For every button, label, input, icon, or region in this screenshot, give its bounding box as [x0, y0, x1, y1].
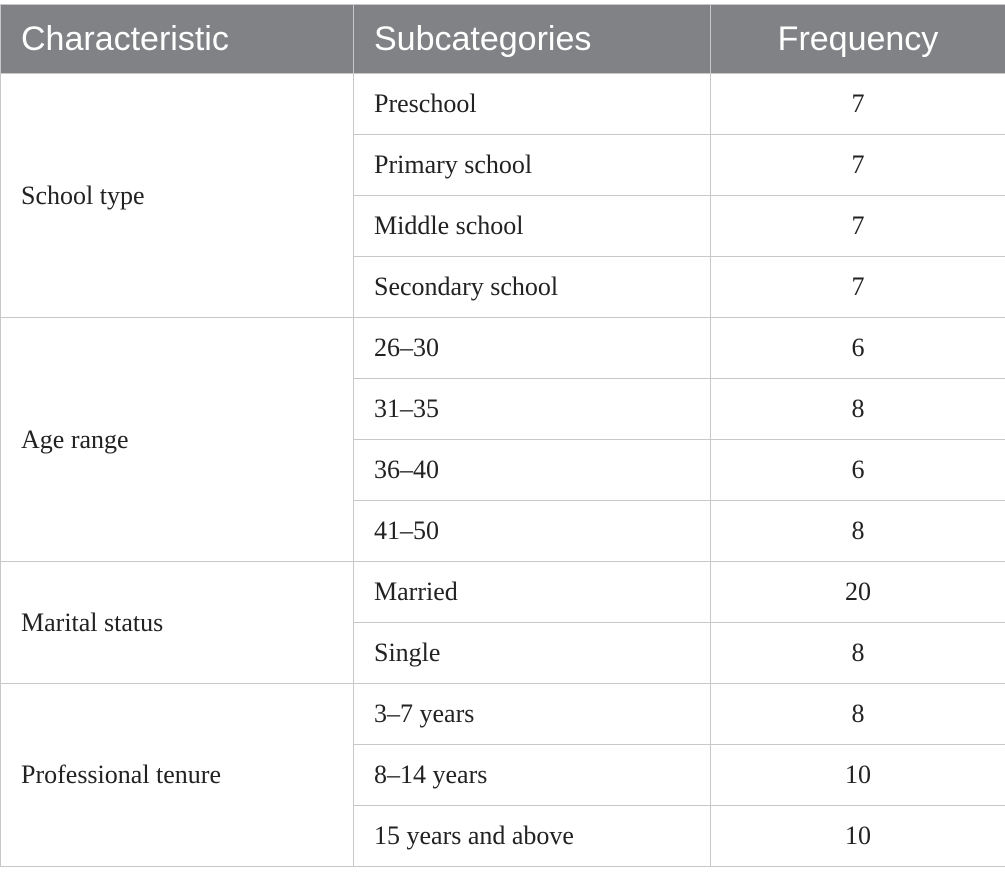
- subcategory-cell: 26–30: [353, 317, 711, 379]
- subcategory-cell: 41–50: [353, 500, 711, 562]
- table-header: Characteristic Subcategories Frequency: [0, 4, 1005, 74]
- subcategory-cell: 15 years and above: [353, 805, 711, 867]
- table-row: Age range 26–30 6: [0, 317, 1005, 562]
- frequency-cell: 7: [710, 134, 1005, 196]
- header-cell: Subcategories: [353, 4, 711, 74]
- characteristic-cell: Age range: [0, 317, 354, 562]
- subcategory-cell: 36–40: [353, 439, 711, 501]
- frequency-cell: 7: [710, 256, 1005, 318]
- subcategory-cell: 3–7 years: [353, 683, 711, 745]
- subcategory-cell: Married: [353, 561, 711, 623]
- page: Characteristic Subcategories Frequency S…: [0, 4, 1005, 889]
- subcategory-cell: Secondary school: [353, 256, 711, 318]
- header-cell: Frequency: [710, 4, 1005, 74]
- table-row: Professional tenure 3–7 years 8: [0, 683, 1005, 867]
- table-row: 15 years and above 10: [1, 805, 1005, 867]
- subcategory-cell: Middle school: [353, 195, 711, 257]
- frequency-cell: 7: [710, 73, 1005, 135]
- table-row: School type Preschool 7: [0, 73, 1005, 318]
- frequency-cell: 8: [710, 622, 1005, 684]
- table-body: School type Preschool 7 Primary school 7 Midd…: [0, 73, 1005, 867]
- subcategory-cell: Single: [353, 622, 711, 684]
- characteristic-cell: Marital status: [0, 561, 354, 684]
- frequency-cell: 10: [710, 744, 1005, 806]
- frequency-cell: 8: [710, 683, 1005, 745]
- table-row: Secondary school 7: [1, 256, 1005, 318]
- table-row: 8–14 years 10: [1, 744, 1005, 806]
- frequency-cell: 8: [710, 378, 1005, 440]
- subcategory-cell: 8–14 years: [353, 744, 711, 806]
- subcategory-cell: 31–35: [353, 378, 711, 440]
- table-row: Marital status Married 20: [0, 561, 1005, 684]
- table-row: Single 8: [1, 622, 1005, 684]
- header-row: Characteristic Subcategories Frequency: [0, 4, 1005, 74]
- frequency-cell: 6: [710, 317, 1005, 379]
- frequency-cell: 20: [710, 561, 1005, 623]
- frequency-cell: 8: [710, 500, 1005, 562]
- table-row: Middle school 7: [1, 195, 1005, 257]
- frequency-cell: 10: [710, 805, 1005, 867]
- data-table: Characteristic Subcategories Frequency S…: [0, 4, 1005, 867]
- header-cell: Characteristic: [0, 4, 354, 74]
- frequency-cell: 6: [710, 439, 1005, 501]
- subcategory-cell: Primary school: [353, 134, 711, 196]
- characteristic-cell: Professional tenure: [0, 683, 354, 867]
- table-row: 36–40 6: [1, 439, 1005, 501]
- frequency-cell: 7: [710, 195, 1005, 257]
- characteristic-cell: School type: [0, 73, 354, 318]
- table-row: Primary school 7: [1, 134, 1005, 196]
- subcategory-cell: Preschool: [353, 73, 711, 135]
